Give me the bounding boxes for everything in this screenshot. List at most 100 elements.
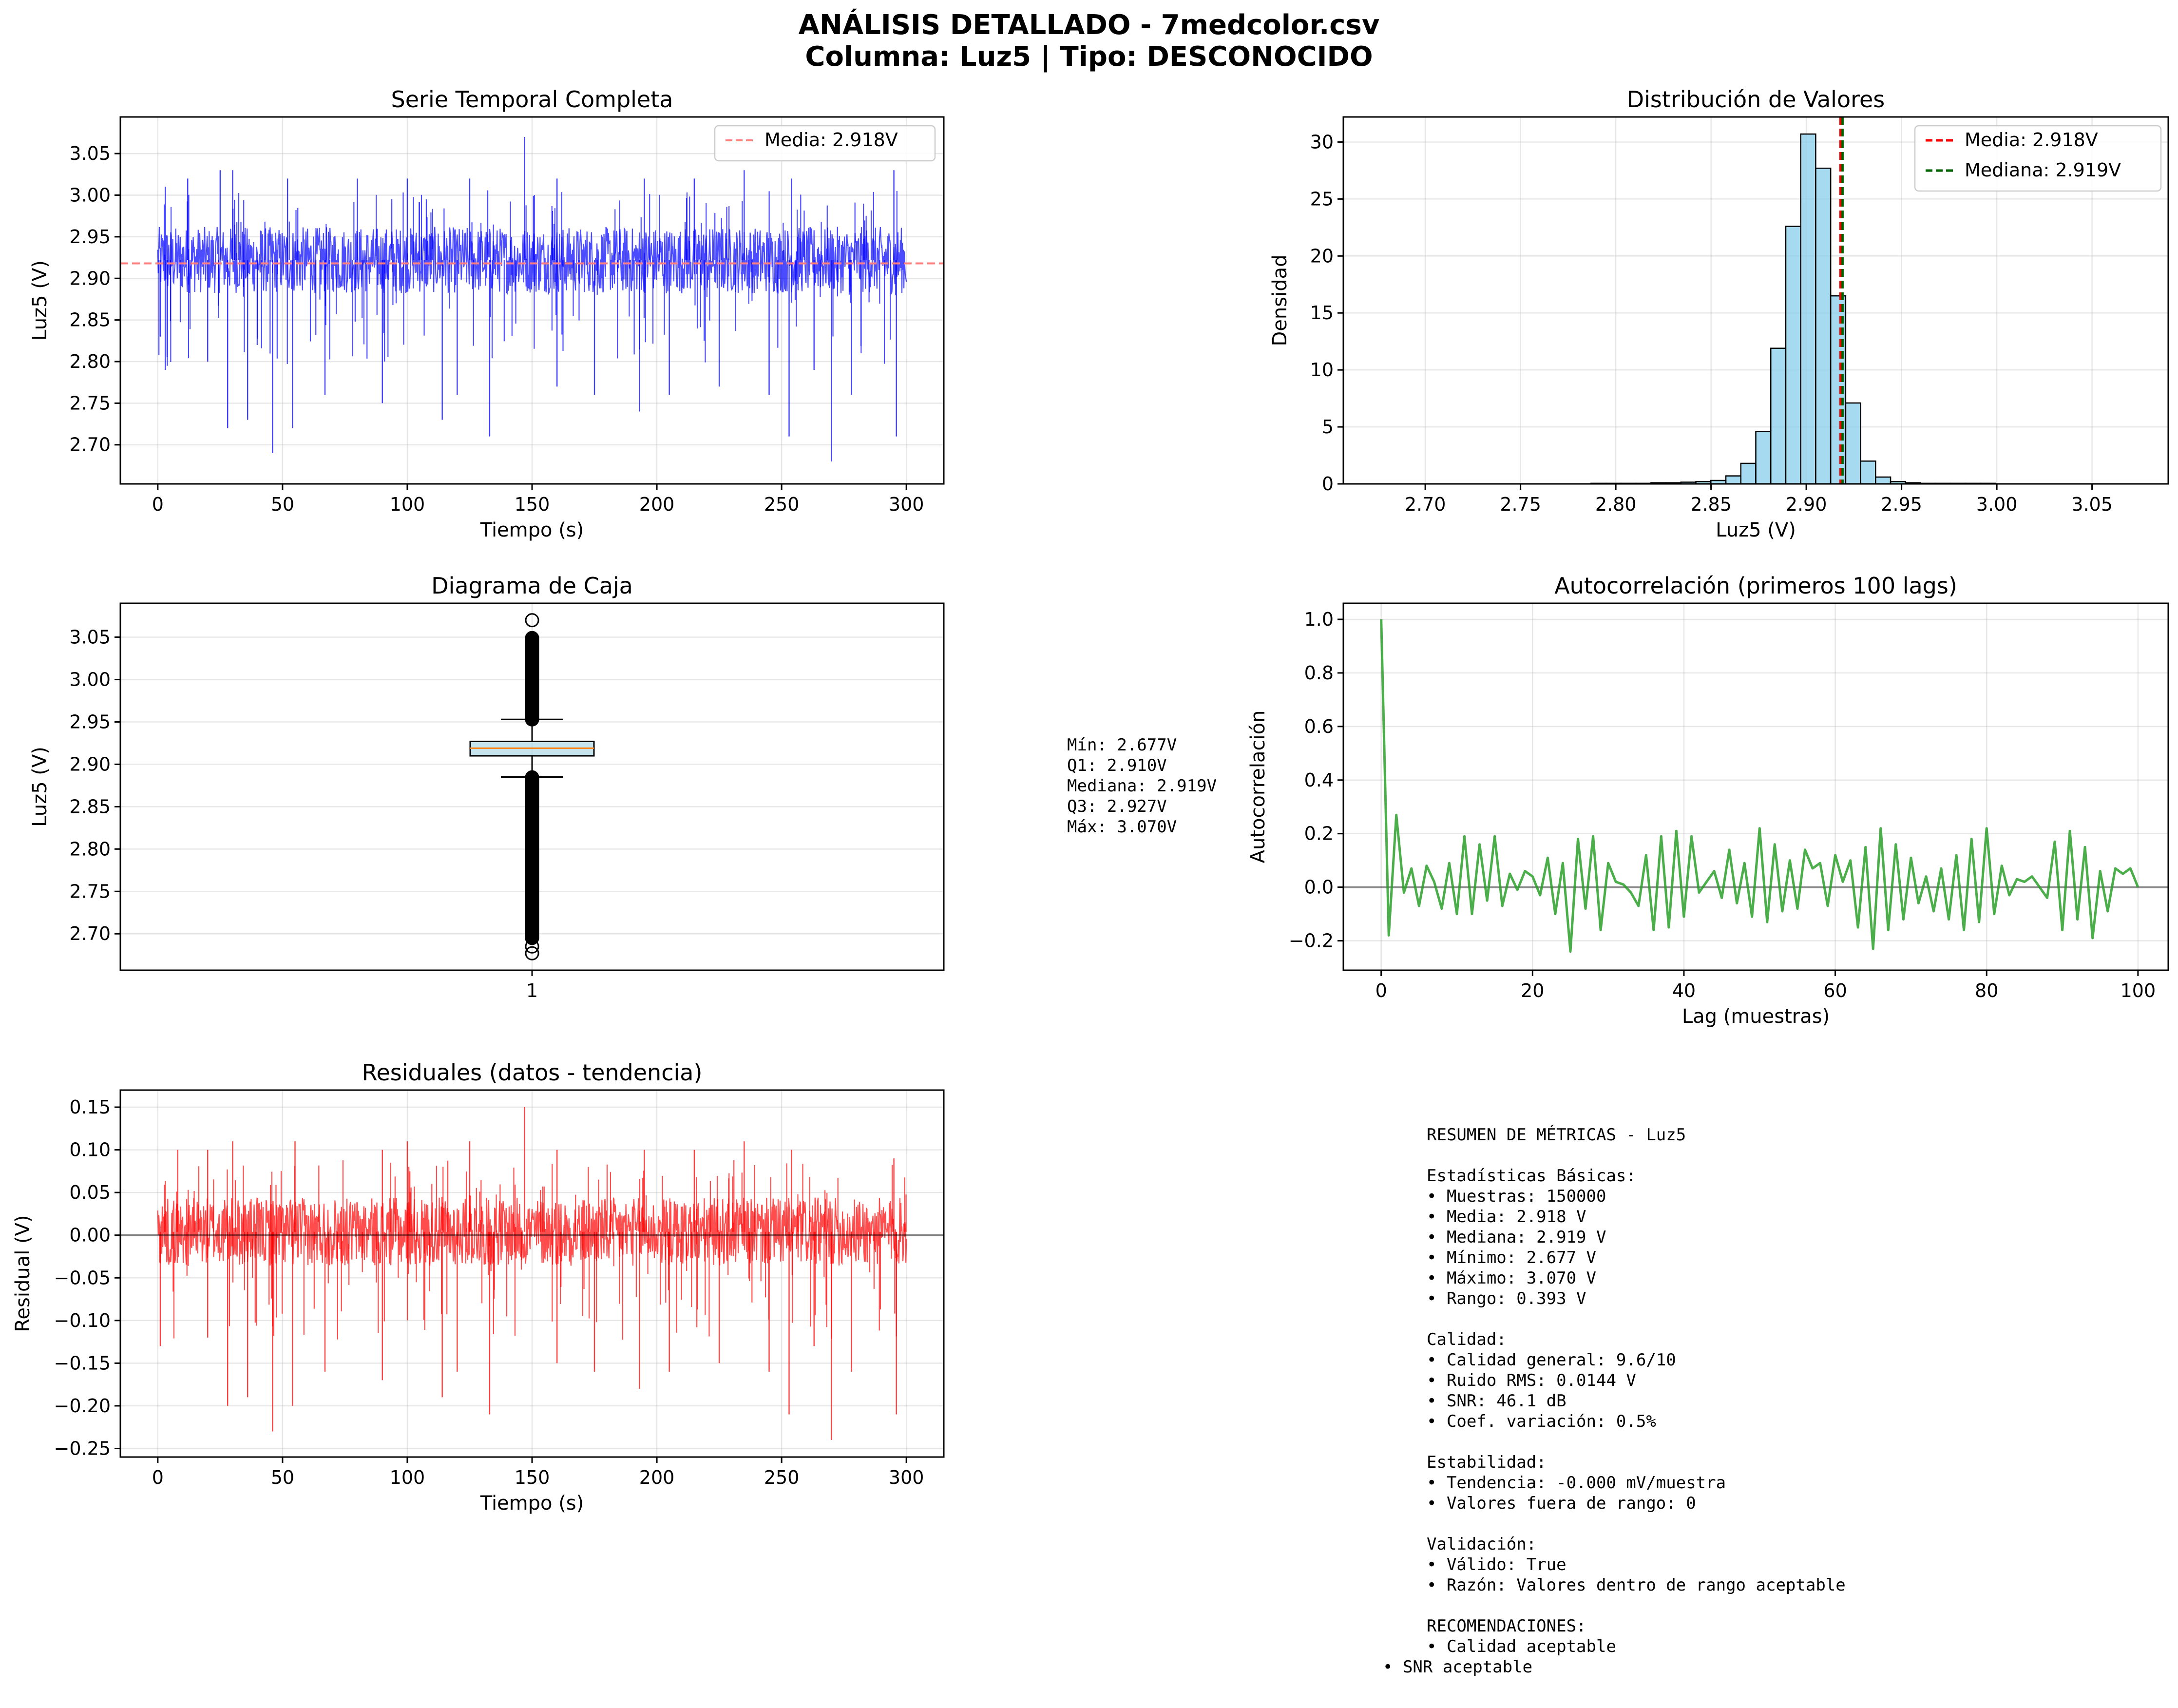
x-tick-label: 0 (152, 1467, 164, 1488)
summary-line: • Media: 2.918 V (1427, 1207, 1586, 1227)
y-tick-label: 0.0 (1304, 877, 1334, 898)
summary-line: • Valores fuera de rango: 0 (1427, 1494, 1696, 1513)
legend: Media: 2.918V Mediana: 2.919V (1914, 125, 2162, 192)
histogram-bar (1770, 347, 1787, 484)
x-tick-label: 2.95 (1881, 494, 1922, 515)
summary-line: • Mínimo: 2.677 V (1427, 1248, 1596, 1267)
y-tick-label: 0.4 (1304, 769, 1334, 791)
x-tick-label: 2.90 (1786, 494, 1827, 515)
x-tick-label: 20 (1521, 980, 1544, 1001)
summary-line: Estadísticas Básicas: (1427, 1166, 1636, 1186)
summary-last-line: • SNR aceptable (1383, 1657, 1532, 1677)
x-tick-label: 250 (764, 1467, 800, 1488)
x-tick-label: 50 (271, 1467, 294, 1488)
x-tick-label: 80 (1975, 980, 1998, 1001)
legend-frame (1914, 125, 2162, 192)
summary-line: Estabilidad: (1427, 1453, 1547, 1472)
x-tick-label: 100 (390, 494, 425, 515)
autocorrelation-line (1380, 619, 2140, 953)
axes-frame (119, 602, 945, 971)
y-tick-label: 10 (1310, 359, 1334, 381)
x-tick-label: 2.85 (1690, 494, 1732, 515)
y-tick-label: −0.10 (54, 1310, 111, 1331)
x-axis-label: Luz5 (V) (1716, 519, 1796, 541)
chart-title: Diagrama de Caja (431, 573, 633, 599)
summary-line: • Válido: True (1427, 1555, 1567, 1574)
y-tick-label: −0.2 (1289, 930, 1334, 952)
y-tick-label: 2.95 (69, 226, 111, 248)
x-tick-label: 0 (1376, 980, 1387, 1001)
y-axis-label: Luz5 (V) (29, 747, 51, 827)
y-tick-label: 3.00 (69, 185, 111, 206)
x-axis-label: Tiempo (s) (480, 519, 584, 541)
x-tick-label: 0 (152, 494, 164, 515)
chart-title: Autocorrelación (primeros 100 lags) (1554, 573, 1957, 599)
x-tick-label: 150 (515, 1467, 550, 1488)
box-stat-line: Q1: 2.910V (1067, 756, 1167, 775)
outlier-point (525, 613, 539, 628)
x-tick-label: 300 (889, 1467, 924, 1488)
y-tick-label: 0.00 (69, 1225, 111, 1246)
y-tick-label: 0.6 (1304, 716, 1334, 737)
chart-title: Serie Temporal Completa (391, 86, 673, 113)
summary-line: • Muestras: 150000 (1427, 1187, 1606, 1206)
y-tick-label: 3.05 (69, 143, 111, 164)
histogram-bar (1815, 167, 1832, 484)
ticks: 0 5 10 15 20 25 30 2.70 2.75 2.80 2.85 2.90 2.95 3.00… (1310, 131, 2113, 515)
x-tick-label: 200 (639, 494, 675, 515)
y-tick-label: 2.90 (69, 268, 111, 289)
legend-label: Mediana: 2.919V (1965, 159, 2121, 181)
box-stat-line: Mediana: 2.919V (1067, 776, 1217, 796)
y-tick-label: 30 (1310, 131, 1334, 153)
y-axis-label: Densidad (1269, 254, 1291, 346)
figure-title-line1: ANÁLISIS DETALLADO - 7medcolor.csv (799, 9, 1380, 41)
ticks: −0.25 −0.20 −0.15 −0.10 −0.05 0.00 0.05 0.10 0.1… (54, 1096, 924, 1488)
x-tick-label: 3.05 (2071, 494, 2113, 515)
histogram-bar (1860, 460, 1876, 484)
summary-line: Calidad: (1427, 1330, 1507, 1349)
histogram-bar (1755, 431, 1772, 484)
axes-frame (119, 116, 945, 485)
summary-line: • Máximo: 3.070 V (1427, 1268, 1596, 1288)
legend-label: Media: 2.918V (764, 129, 898, 151)
axes-frame (119, 1089, 945, 1458)
x-tick-label: 150 (515, 494, 550, 515)
y-axis-label: Luz5 (V) (29, 260, 51, 341)
ticks: −0.2 0.0 0.2 0.4 0.6 0.8 1.0 0 20 40 60 80 100 (1289, 609, 2156, 1001)
summary-line: • Tendencia: -0.000 mV/muestra (1427, 1473, 1726, 1493)
y-tick-label: 2.75 (69, 881, 111, 902)
x-tick-label: 100 (2121, 980, 2156, 1001)
plot-area (120, 1107, 944, 1440)
grid (1343, 603, 2168, 970)
box-stat-line: Máx: 3.070V (1067, 817, 1177, 837)
outlier-point (525, 631, 539, 645)
summary-line: • SNR: 46.1 dB (1427, 1391, 1567, 1411)
y-tick-label: 2.85 (69, 796, 111, 817)
x-axis-label: Lag (muestras) (1682, 1005, 1830, 1028)
y-tick-label: 2.70 (69, 434, 111, 456)
histogram-bar (1785, 226, 1801, 484)
axes-frame (1342, 602, 2169, 971)
summary-line: Validación: (1427, 1535, 1536, 1554)
box-stat-line: Q3: 2.927V (1067, 797, 1167, 816)
x-tick-label: 1 (526, 980, 538, 1001)
summary-line: • Razón: Valores dentro de rango aceptab… (1427, 1575, 1846, 1595)
histogram-chart: 0 5 10 15 20 25 30 2.70 2.75 2.80 2.85 2.90 2.95 3.00… (1269, 86, 2169, 541)
y-tick-label: 2.85 (69, 309, 111, 331)
chart-title: Residuales (datos - tendencia) (362, 1059, 703, 1086)
summary-line: • Mediana: 2.919 V (1427, 1228, 1606, 1247)
summary-line: • Coef. variación: 0.5% (1427, 1412, 1656, 1431)
y-tick-label: −0.20 (54, 1395, 111, 1417)
y-tick-label: 15 (1310, 302, 1334, 324)
summary-line: • Calidad general: 9.6/10 (1427, 1350, 1676, 1370)
y-tick-label: 25 (1310, 188, 1334, 210)
figure-title-line2: Columna: Luz5 | Tipo: DESCONOCIDO (805, 41, 1373, 73)
metrics-summary: RESUMEN DE MÉTRICAS - Luz5 Estadísticas B… (1427, 1125, 1846, 1656)
x-tick-label: 300 (889, 494, 924, 515)
series-chart: 2.70 2.75 2.80 2.85 2.90 2.95 3.00 3.05 0 50 100 15… (29, 86, 945, 541)
histogram-bar (1845, 402, 1861, 484)
x-tick-label: 2.80 (1595, 494, 1637, 515)
residuals-chart: −0.25 −0.20 −0.15 −0.10 −0.05 0.00 0.05 0.10 0.1… (12, 1059, 945, 1515)
outliers (525, 613, 539, 960)
y-tick-label: −0.25 (54, 1438, 111, 1459)
